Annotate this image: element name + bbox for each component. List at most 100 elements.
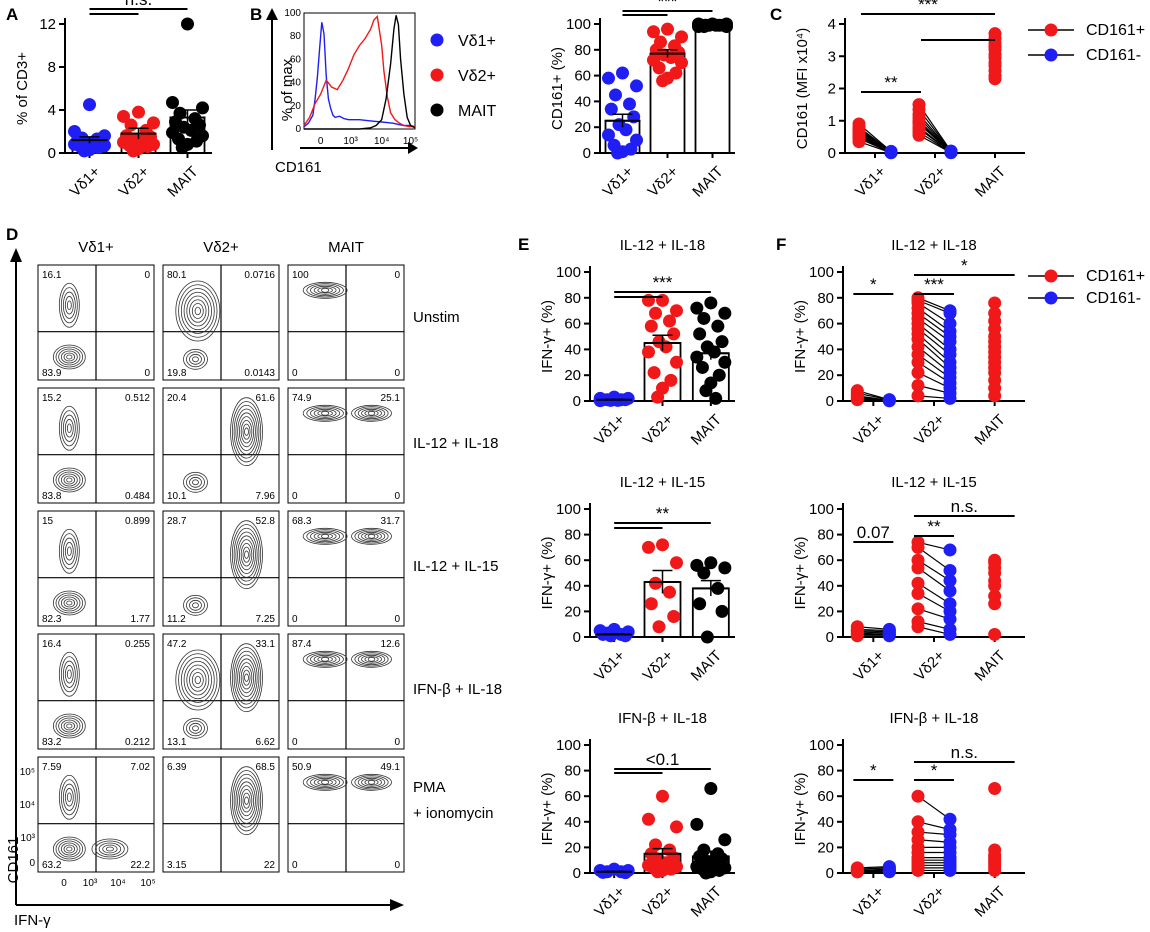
chart-e2-point bbox=[667, 610, 681, 624]
chart-d-quadrant-value: 0 bbox=[144, 368, 150, 379]
chart-d-contour bbox=[364, 656, 379, 663]
legend-f1-0-label: CD161+ bbox=[1086, 268, 1145, 285]
chart-f3-point-cd161pos bbox=[988, 863, 1002, 877]
chart-e3-point bbox=[642, 812, 655, 826]
chart-d-contour bbox=[237, 535, 256, 574]
chart-f2-point-cd161pos bbox=[911, 576, 925, 590]
chart-b-hist-x-tick-label: 10⁴ bbox=[374, 136, 389, 147]
chart-e1-point bbox=[651, 390, 665, 404]
chart-d-contour bbox=[64, 419, 74, 438]
legend-b-0-label: Vδ1+ bbox=[458, 33, 496, 50]
chart-b-point bbox=[602, 71, 615, 85]
chart-e3-y-tick-label: 80 bbox=[564, 763, 581, 780]
chart-b-point bbox=[675, 56, 688, 70]
chart-d-flow-plot: 7.59 7.02 63.2 22.2 bbox=[37, 756, 155, 873]
chart-d-row-label-line2: + ionomycin bbox=[413, 805, 493, 822]
chart-d-contour bbox=[60, 779, 78, 816]
chart-d-contour bbox=[367, 656, 376, 662]
chart-e3-point bbox=[651, 865, 665, 879]
chart-e3-y-tick-label: 0 bbox=[573, 865, 581, 882]
chart-d-contour bbox=[183, 291, 212, 331]
chart-d-contour bbox=[302, 404, 348, 422]
chart-d-contour bbox=[183, 471, 208, 493]
chart-e3-significance-label: <0.1 bbox=[646, 750, 680, 769]
chart-d-contour bbox=[102, 844, 118, 854]
chart-d-contour bbox=[361, 777, 382, 787]
chart-e2-point bbox=[652, 620, 666, 634]
chart-d-column-header: MAIT bbox=[328, 239, 364, 256]
chart-f1-x-tick-label: MAIT bbox=[971, 411, 1008, 448]
chart-e1-x-tick-label: Vδ2+ bbox=[640, 411, 677, 448]
chart-e3-y-tick-label: 40 bbox=[564, 814, 581, 831]
chart-d-quadrant-value: 12.6 bbox=[381, 639, 401, 650]
chart-d-contour bbox=[60, 842, 78, 856]
chart-c-significance-label: *** bbox=[918, 0, 938, 14]
chart-b-hist-x-arrow-head bbox=[408, 142, 418, 154]
chart-d-quadrant-value: 33.1 bbox=[256, 639, 276, 650]
chart-f2-significance-label: 0.07 bbox=[857, 523, 890, 542]
chart-d-quadrant-value: 0 bbox=[394, 860, 400, 871]
chart-d-quadrant-value: 16.4 bbox=[42, 639, 62, 650]
legend-b-2-marker bbox=[430, 103, 444, 117]
chart-f2-y-tick-label: 80 bbox=[817, 527, 834, 544]
chart-b-hist-x-axis-label: CD161 bbox=[275, 159, 322, 176]
chart-d-contour bbox=[58, 282, 80, 328]
chart-e1-y-tick-label: 60 bbox=[564, 316, 581, 333]
chart-e3-point bbox=[690, 817, 704, 831]
chart-d-flow-plot: 87.4 12.6 0 0 bbox=[287, 633, 405, 750]
chart-a-y-tick-label: 8 bbox=[48, 59, 56, 76]
chart-d-contour bbox=[233, 650, 260, 705]
chart-d-contour bbox=[313, 777, 337, 787]
chart-e2-x-tick-label: Vδ1+ bbox=[591, 647, 628, 684]
chart-d-contour bbox=[231, 647, 262, 709]
chart-d-flow-plot: 16.1 0 83.9 0 bbox=[37, 264, 155, 381]
chart-f3-y-tick-label: 0 bbox=[826, 865, 834, 882]
chart-c-point-cd161pos bbox=[852, 135, 866, 149]
chart-d-flow-plot: 6.39 68.5 3.15 22 bbox=[162, 756, 280, 873]
chart-e1-point bbox=[699, 384, 713, 398]
chart-d-quadrant-value: 0.0143 bbox=[244, 368, 275, 379]
chart-d-contour bbox=[186, 664, 210, 696]
chart-e1-y-tick-label: 80 bbox=[564, 290, 581, 307]
chart-c-y-tick-label: 2 bbox=[828, 81, 836, 98]
chart-d-contour bbox=[239, 539, 255, 571]
chart-e2-y-axis-label: IFN-γ+ (%) bbox=[539, 537, 556, 610]
chart-d-contour bbox=[361, 531, 382, 541]
chart-d-contour bbox=[242, 792, 251, 809]
legend-f1-1-marker bbox=[1044, 291, 1058, 305]
chart-b-hist-y-arrow-head bbox=[266, 8, 278, 20]
chart-f1-point-cd161pos bbox=[911, 366, 925, 380]
chart-e1-y-tick-label: 40 bbox=[564, 341, 581, 358]
chart-d-quadrant-value: 7.59 bbox=[42, 762, 62, 773]
chart-d-contour bbox=[242, 669, 251, 686]
chart-d-contour bbox=[194, 675, 201, 685]
chart-b-point bbox=[661, 22, 674, 36]
chart-e2-y-tick-label: 0 bbox=[573, 629, 581, 646]
chart-d-contour bbox=[62, 660, 76, 688]
chart-d-contour bbox=[321, 287, 330, 293]
chart-e1-point bbox=[656, 293, 669, 307]
chart-b-y-tick-label: 80 bbox=[574, 42, 591, 59]
chart-f3-point-cd161pos bbox=[850, 865, 864, 879]
chart-d-contour bbox=[191, 303, 204, 319]
chart-d-contour bbox=[60, 350, 78, 364]
chart-d-y-tick-label: 10⁵ bbox=[20, 767, 35, 778]
chart-d-x-tick-label: 10⁵ bbox=[140, 878, 155, 889]
chart-d-contour bbox=[186, 597, 205, 614]
chart-d-contour bbox=[321, 779, 330, 785]
chart-e2-y-tick-label: 40 bbox=[564, 578, 581, 595]
chart-d-contour bbox=[321, 410, 330, 416]
chart-f2-point-cd161neg bbox=[882, 629, 896, 643]
chart-a-x-tick-label: Vδ2+ bbox=[116, 163, 153, 200]
chart-f2-point-cd161pos bbox=[988, 627, 1002, 641]
chart-e1-x-tick-label: Vδ1+ bbox=[591, 411, 628, 448]
chart-d-quadrant-value: 80.1 bbox=[167, 270, 187, 281]
chart-e2-title: IL-12 + IL-15 bbox=[620, 474, 705, 491]
chart-a-point bbox=[181, 17, 194, 31]
chart-f2-y-tick-label: 20 bbox=[817, 603, 834, 620]
chart-d-quadrant-value: 0 bbox=[394, 737, 400, 748]
chart-d-contour bbox=[180, 288, 215, 334]
chart-e1-point bbox=[644, 319, 658, 333]
chart-d-quadrant-value: 0.0716 bbox=[244, 270, 275, 281]
chart-d-contour bbox=[351, 650, 392, 668]
